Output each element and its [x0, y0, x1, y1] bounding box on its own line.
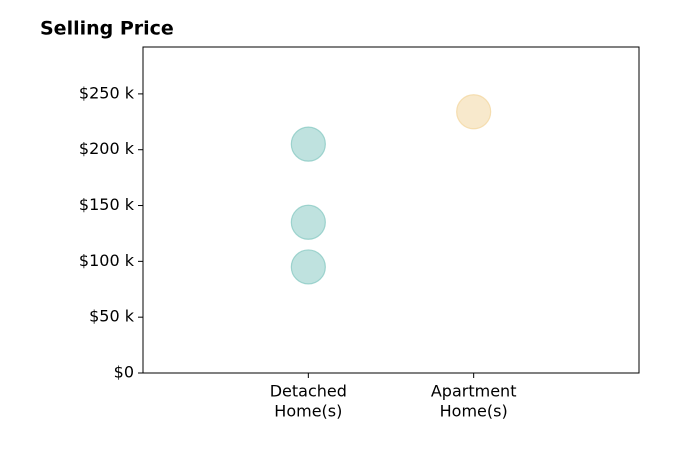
point: [290, 126, 326, 162]
point: [456, 94, 492, 130]
x-tick-label: Home(s): [440, 402, 508, 421]
y-tick-label: $100 k: [79, 251, 135, 270]
y-tick-label: $0: [114, 363, 134, 382]
plot-frame: [142, 46, 640, 374]
y-tick-label: $250 k: [79, 83, 135, 102]
y-tick-label: $150 k: [79, 195, 135, 214]
y-tick-label: $200 k: [79, 139, 135, 158]
y-tick-label: $50 k: [89, 307, 135, 326]
point: [290, 249, 326, 285]
x-tick-label: Apartment: [431, 382, 517, 401]
x-tick-label: Home(s): [274, 402, 342, 421]
x-tick-label: Detached: [270, 382, 347, 401]
chart-title: Selling Price: [40, 18, 174, 40]
point: [290, 204, 326, 240]
